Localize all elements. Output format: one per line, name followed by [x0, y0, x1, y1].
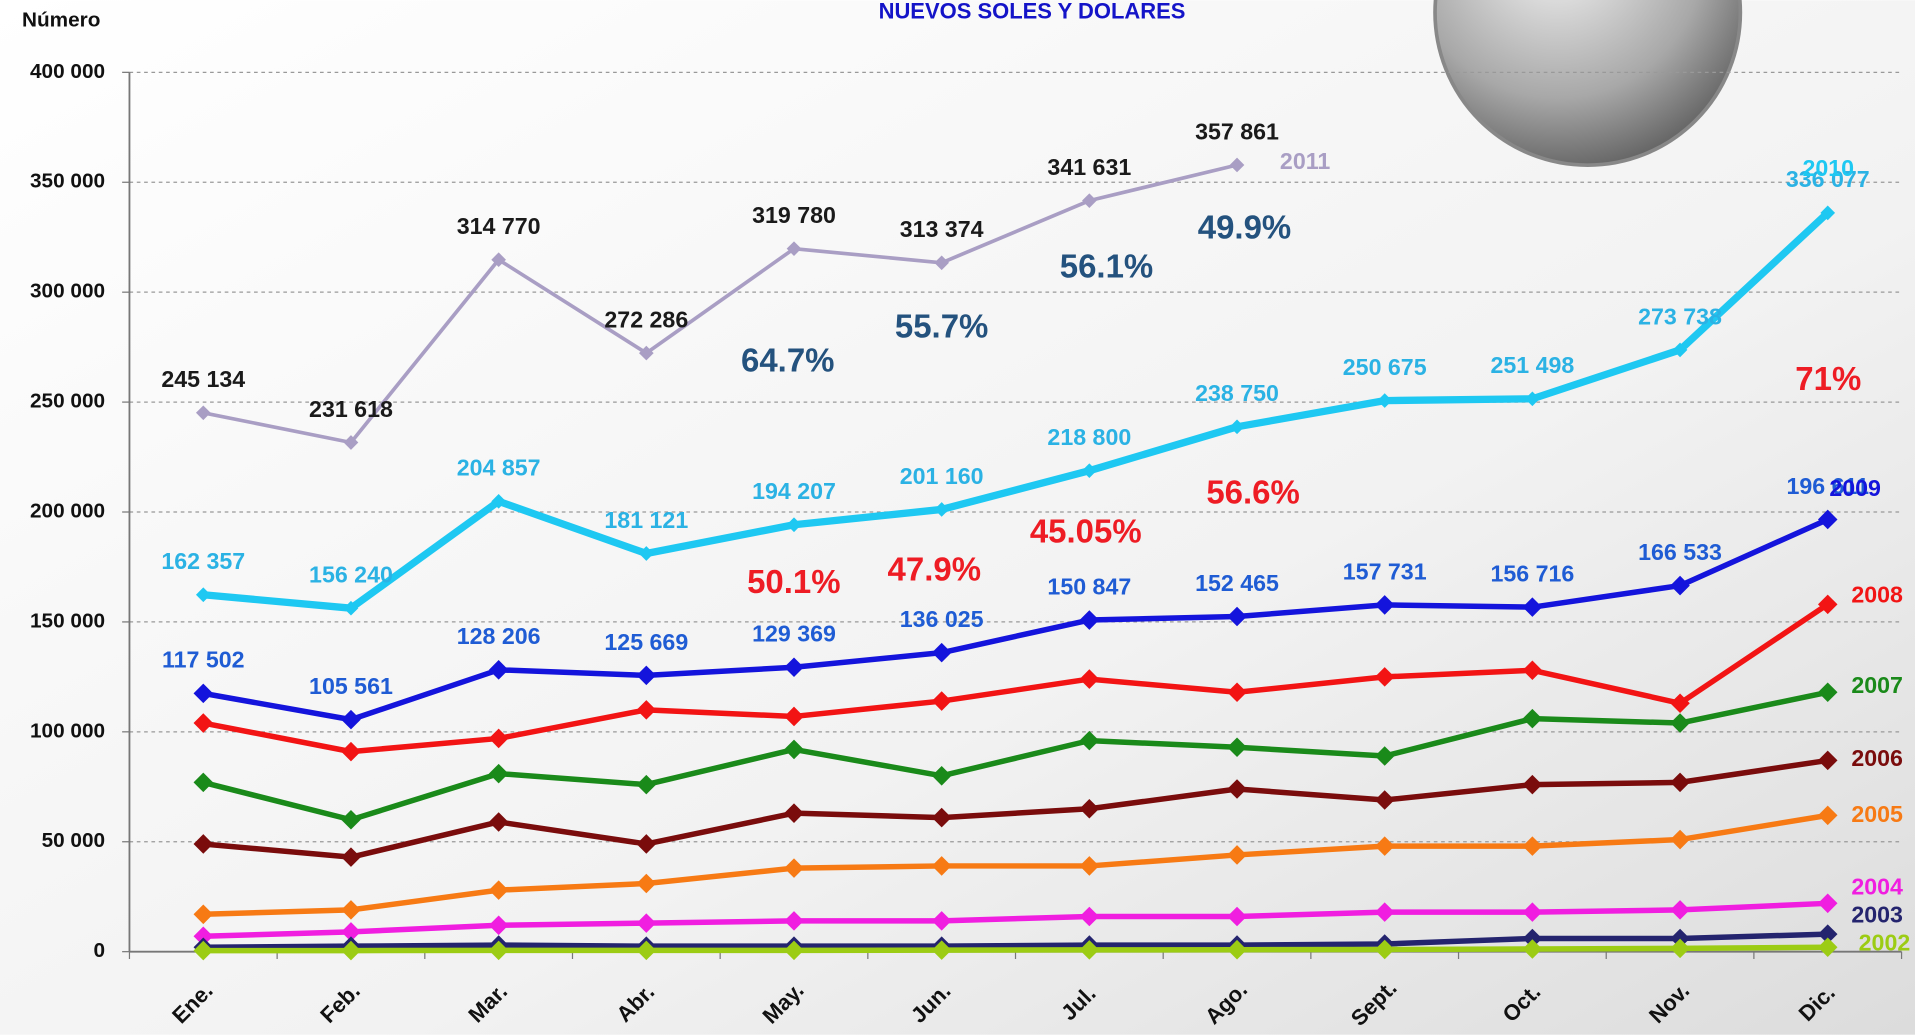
data-label: 314 770 [457, 213, 541, 239]
data-label: 194 207 [752, 478, 836, 504]
data-label: 162 357 [161, 548, 245, 574]
data-label: 150 847 [1047, 573, 1131, 599]
data-label: 357 861 [1195, 118, 1279, 144]
series-label: 2004 [1851, 873, 1903, 899]
annotation: 49.9% [1198, 209, 1291, 246]
data-label: 231 618 [309, 396, 393, 422]
series-label: 2010 [1802, 155, 1854, 181]
y-tick-label: 350 000 [30, 170, 105, 193]
data-label: 156 240 [309, 562, 393, 588]
annotation: 56.6% [1206, 474, 1299, 511]
data-label: 152 465 [1195, 570, 1279, 596]
y-tick-label: 300 000 [30, 280, 105, 303]
y-axis-label: Número [22, 9, 100, 32]
data-label: 245 134 [161, 366, 245, 392]
series-label: 2007 [1851, 672, 1903, 698]
series-label: 2005 [1851, 801, 1903, 827]
data-label: 251 498 [1490, 352, 1574, 378]
series-line [203, 947, 1827, 950]
annotation: 56.1% [1060, 248, 1153, 285]
data-label: 166 533 [1638, 539, 1722, 565]
series-label: 2008 [1851, 581, 1903, 607]
data-label: 204 857 [457, 455, 541, 481]
data-label: 128 206 [457, 623, 541, 649]
y-tick-label: 0 [93, 939, 105, 962]
data-label: 250 675 [1343, 354, 1427, 380]
series-label: 2006 [1851, 745, 1903, 771]
annotation: 47.9% [888, 551, 981, 588]
data-label: 136 025 [900, 606, 984, 632]
annotation: 45.05% [1030, 513, 1142, 550]
y-tick-label: 150 000 [30, 609, 105, 632]
data-label: 129 369 [752, 621, 836, 647]
y-tick-label: 250 000 [30, 390, 105, 413]
data-label: 272 286 [604, 306, 688, 332]
data-label: 117 502 [162, 647, 245, 673]
annotation: 50.1% [747, 563, 840, 600]
data-label: 238 750 [1195, 380, 1279, 406]
data-label: 218 800 [1047, 424, 1131, 450]
series-label: 2009 [1829, 475, 1881, 501]
series-label: 2002 [1859, 929, 1911, 955]
annotation: 64.7% [741, 342, 834, 379]
data-label: 156 716 [1490, 561, 1574, 587]
annotation: 71% [1795, 360, 1861, 397]
series-label: 2011 [1280, 148, 1330, 174]
data-label: 273 738 [1638, 303, 1722, 329]
data-label: 341 631 [1047, 154, 1131, 180]
y-tick-label: 200 000 [30, 499, 105, 522]
y-tick-label: 100 000 [30, 719, 105, 742]
data-label: 181 121 [604, 507, 688, 533]
data-label: 319 780 [752, 202, 836, 228]
series-label: 2003 [1851, 901, 1903, 927]
chart: NUEVOS SOLES Y DOLARES Número 0 50 000 100… [0, 0, 1915, 1035]
data-label: 201 160 [900, 463, 984, 489]
y-tick-label: 400 000 [30, 60, 105, 83]
data-label: 313 374 [900, 216, 984, 242]
chart-title: NUEVOS SOLES Y DOLARES [879, 0, 1186, 23]
y-tick-label: 50 000 [42, 829, 105, 852]
data-label: 125 669 [604, 629, 688, 655]
data-label: 105 561 [309, 673, 393, 699]
page: NUEVOS SOLES Y DOLARES Número 0 50 000 100… [0, 0, 1915, 1035]
data-label: 157 731 [1343, 558, 1427, 584]
annotation: 55.7% [895, 308, 988, 345]
